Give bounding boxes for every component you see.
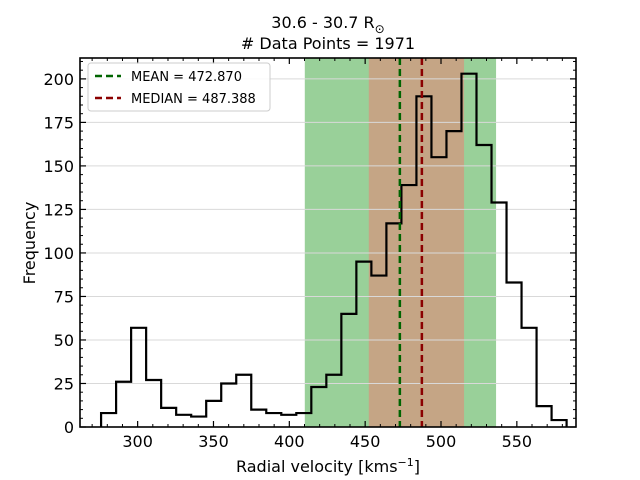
- histogram-bin: [161, 408, 176, 427]
- histogram-bin: [537, 406, 552, 427]
- x-tick-label: 350: [198, 432, 229, 451]
- x-tick-label: 500: [426, 432, 457, 451]
- y-tick-label: 125: [43, 200, 74, 219]
- histogram-bin: [131, 328, 146, 427]
- y-axis-label: Frequency: [20, 202, 39, 285]
- chart-title-line2: # Data Points = 1971: [241, 34, 415, 53]
- y-tick-label: 200: [43, 70, 74, 89]
- y-tick-label: 0: [64, 418, 74, 437]
- y-tick-label: 50: [54, 331, 74, 350]
- histogram-bin: [522, 328, 537, 427]
- chart-title-line1: 30.6 - 30.7 R⊙: [271, 13, 384, 36]
- histogram-bin: [146, 380, 161, 427]
- histogram-bin: [236, 375, 251, 427]
- histogram-outline: [99, 72, 568, 427]
- y-tick-label: 175: [43, 113, 74, 132]
- y-tick-label: 75: [54, 287, 74, 306]
- legend-mean-label: MEAN = 472.870: [131, 70, 242, 85]
- histogram-bin: [221, 383, 236, 427]
- plot-frame: [79, 57, 577, 428]
- x-axis-label: Radial velocity [kms−1]: [236, 456, 420, 476]
- x-tick-label: 550: [502, 432, 533, 451]
- histogram-bin: [507, 283, 522, 427]
- x-tick-label: 450: [350, 432, 381, 451]
- x-tick-label: 300: [122, 432, 153, 451]
- x-tick-label: 400: [274, 432, 305, 451]
- histogram-bin: [176, 415, 191, 427]
- y-tick-label: 100: [43, 244, 74, 263]
- histogram-bin: [101, 413, 116, 427]
- histogram-bin: [116, 382, 131, 427]
- legend: MEAN = 472.870 MEDIAN = 487.388: [87, 62, 271, 112]
- legend-median-label: MEDIAN = 487.388: [131, 92, 256, 107]
- y-tick-label: 150: [43, 157, 74, 176]
- y-tick-label: 25: [54, 374, 74, 393]
